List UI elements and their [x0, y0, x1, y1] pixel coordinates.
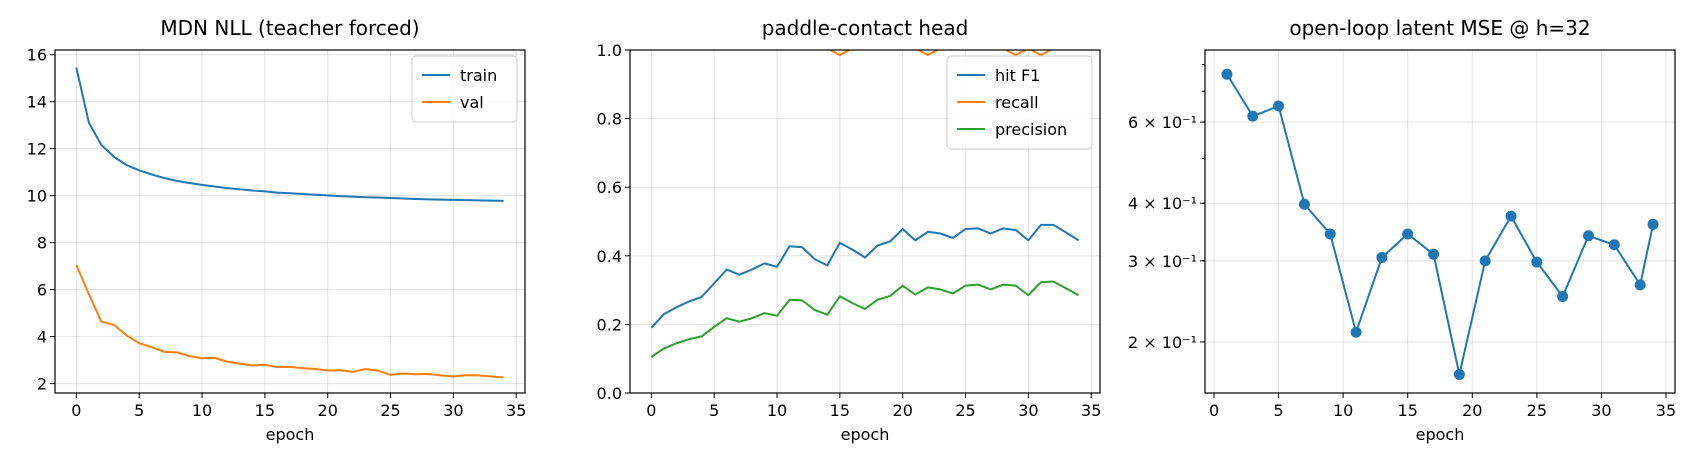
data-point [1647, 218, 1659, 230]
legend-label: val [460, 93, 484, 112]
legend: hit F1 recall precision [946, 55, 1093, 150]
axes-frame [1204, 49, 1676, 394]
legend-box [946, 55, 1093, 150]
chart-title: paddle-contact head [762, 16, 969, 40]
series-line-hit-f1 [650, 223, 1080, 329]
legend-box [411, 55, 518, 123]
y-tick-label: 2 [37, 375, 47, 394]
data-point [1376, 252, 1388, 264]
y-tick-label: 2 × 10⁻¹ [1128, 333, 1197, 352]
data-point [1453, 369, 1465, 381]
data-point [1221, 68, 1233, 80]
data-point [1428, 248, 1440, 260]
y-tick-label: 6 [37, 281, 47, 300]
legend: train val [411, 55, 518, 123]
x-tick-label: 15 [255, 401, 275, 420]
series-line-train [75, 67, 504, 202]
legend-label: precision [995, 120, 1067, 139]
data-point [1557, 291, 1569, 303]
x-tick-label: 15 [1398, 401, 1418, 420]
series-line-1 [1226, 73, 1655, 376]
x-tick-label: 25 [380, 401, 400, 420]
y-tick-label: 4 [37, 328, 47, 347]
chart-title: MDN NLL (teacher forced) [160, 16, 419, 40]
y-tick-label: 0.2 [597, 315, 622, 334]
y-tick-label: 14 [27, 93, 47, 112]
x-tick-label: 35 [1081, 401, 1101, 420]
data-point [1634, 279, 1646, 291]
legend-label: train [460, 66, 497, 85]
y-tick-label: 8 [37, 234, 47, 253]
chart-3: 0 5 10 15 20 25 30 35 2 × 10⁻¹ 3 × 10⁻¹ 4 × 10⁻¹ 6 … [1128, 16, 1676, 444]
data-point [1273, 100, 1285, 112]
y-tick-label: 0.0 [597, 384, 622, 403]
data-point [1247, 110, 1259, 122]
x-tick-label: 30 [1591, 401, 1611, 420]
x-tick-label: 0 [71, 401, 81, 420]
data-point [1531, 256, 1543, 268]
x-tick-label: 5 [709, 401, 719, 420]
y-tick-label: 12 [27, 140, 47, 159]
x-tick-label: 10 [1333, 401, 1353, 420]
series-line-recall [828, 50, 1053, 57]
x-tick-label: 5 [134, 401, 144, 420]
chart-2: 0 5 10 15 20 25 30 35 0.0 0.2 0.4 0.6 0.8 1.0 paddle-c… [597, 16, 1102, 444]
x-tick-label: 30 [443, 401, 463, 420]
x-tick-label: 25 [1527, 401, 1547, 420]
x-tick-label: 10 [767, 401, 787, 420]
y-tick-label: 3 × 10⁻¹ [1128, 252, 1197, 271]
x-tick-label: 15 [830, 401, 850, 420]
axes-frame [629, 49, 1101, 394]
data-point [1479, 255, 1491, 267]
x-tick-label: 35 [1656, 401, 1676, 420]
series-line-val [75, 264, 504, 379]
y-tick-label: 10 [27, 187, 47, 206]
x-tick-label: 35 [506, 401, 526, 420]
data-point [1298, 198, 1310, 210]
data-point [1402, 228, 1414, 240]
data-point [1608, 239, 1620, 251]
y-tick-label: 0.4 [597, 247, 622, 266]
x-tick-label: 25 [955, 401, 975, 420]
chart-1: 0 5 10 15 20 25 30 35 2 4 6 8 10 12 14 16 MDN NLL (teach… [27, 16, 527, 444]
y-tick-label: 6 × 10⁻¹ [1128, 113, 1197, 132]
x-tick-label: 20 [893, 401, 913, 420]
legend-label: hit F1 [995, 66, 1040, 85]
x-tick-label: 0 [646, 401, 656, 420]
data-point [1324, 228, 1336, 240]
x-tick-label: 30 [1018, 401, 1038, 420]
y-tick-label: 0.6 [597, 178, 622, 197]
axes-frame [54, 49, 526, 394]
y-tick-label: 1.0 [597, 41, 622, 60]
x-tick-label: 0 [1209, 401, 1219, 420]
data-point [1350, 326, 1362, 338]
y-tick-label: 16 [27, 46, 47, 65]
x-axis-label: epoch [266, 425, 315, 444]
legend-label: recall [995, 93, 1039, 112]
x-tick-label: 20 [318, 401, 338, 420]
x-tick-label: 5 [1274, 401, 1284, 420]
x-tick-label: 20 [1462, 401, 1482, 420]
data-point [1505, 210, 1517, 222]
x-axis-label: epoch [841, 425, 890, 444]
x-tick-label: 10 [192, 401, 212, 420]
y-tick-label: 4 × 10⁻¹ [1128, 194, 1197, 213]
series-line-precision [650, 280, 1080, 358]
data-point [1582, 230, 1594, 242]
chart-title: open-loop latent MSE @ h=32 [1289, 16, 1590, 40]
y-tick-label: 0.8 [597, 110, 622, 129]
x-axis-label: epoch [1416, 425, 1465, 444]
